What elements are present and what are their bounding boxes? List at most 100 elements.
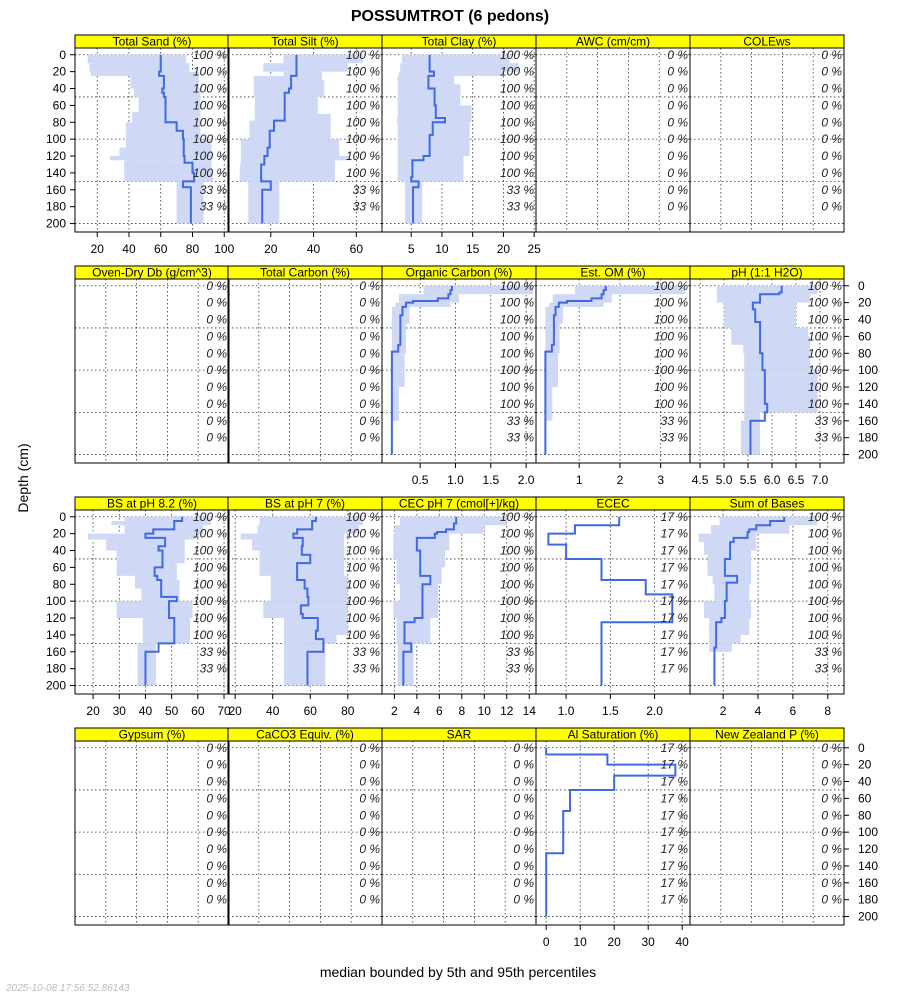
y-tick-label: 20 bbox=[53, 65, 67, 79]
coverage-label: 0 % bbox=[821, 166, 842, 180]
coverage-label: 0 % bbox=[359, 397, 380, 411]
coverage-label: 100 % bbox=[346, 594, 380, 608]
coverage-label: 17 % bbox=[661, 645, 689, 659]
coverage-label: 0 % bbox=[667, 98, 688, 112]
coverage-label: 0 % bbox=[667, 82, 688, 96]
coverage-label: 0 % bbox=[206, 775, 227, 789]
panel-cec-ph-7-cmol-kg-: CEC pH 7 (cmol[+]/kg)100 %100 %100 %100 … bbox=[381, 496, 537, 718]
panel-title: Total Carbon (%) bbox=[260, 266, 350, 280]
y-tick-label: 80 bbox=[858, 808, 872, 822]
percentile-band bbox=[395, 302, 451, 307]
panel-title: Total Silt (%) bbox=[271, 35, 338, 49]
coverage-label: 17 % bbox=[661, 859, 689, 873]
coverage-label: 0 % bbox=[206, 363, 227, 377]
x-tick-label: 7.0 bbox=[812, 473, 829, 487]
percentile-band bbox=[124, 162, 212, 173]
panel-title: SAR bbox=[447, 728, 472, 742]
coverage-label: 0 % bbox=[206, 380, 227, 394]
x-tick-label: 2.0 bbox=[646, 704, 663, 718]
coverage-label: 33 % bbox=[815, 662, 843, 676]
coverage-label: 100 % bbox=[346, 560, 380, 574]
coverage-label: 33 % bbox=[507, 183, 535, 197]
coverage-label: 0 % bbox=[513, 876, 534, 890]
percentile-band bbox=[283, 618, 348, 631]
percentile-band bbox=[259, 554, 345, 564]
coverage-label: 100 % bbox=[808, 296, 842, 310]
panel-ecec: ECEC 17 % 17 % 17 % 17 % 17 % 17 % 17 % 17 % 17 %… bbox=[535, 496, 691, 718]
percentile-band bbox=[397, 118, 472, 123]
x-tick-label: 80 bbox=[186, 242, 200, 256]
coverage-label: 33 % bbox=[507, 200, 535, 214]
coverage-label: 100 % bbox=[808, 279, 842, 293]
coverage-label: 33 % bbox=[815, 431, 843, 445]
x-tick-label: 2 bbox=[720, 704, 727, 718]
x-tick-label: 5.0 bbox=[716, 473, 733, 487]
median-line bbox=[713, 516, 786, 686]
coverage-label: 100 % bbox=[193, 527, 227, 541]
panel-bs-at-ph-8-2-: BS at pH 8.2 (%)100 %100 %100 %100 %100 … bbox=[74, 496, 231, 718]
y-tick-label: 200 bbox=[46, 217, 66, 231]
x-tick-label: 12 bbox=[500, 704, 514, 718]
percentile-band bbox=[270, 588, 348, 597]
x-tick-label: 1.0 bbox=[447, 473, 464, 487]
x-tick-label: 3 bbox=[657, 473, 664, 487]
coverage-label: 100 % bbox=[808, 628, 842, 642]
x-tick-label: 5 bbox=[408, 242, 415, 256]
coverage-label: 33 % bbox=[353, 645, 381, 659]
coverage-label: 100 % bbox=[193, 628, 227, 642]
coverage-label: 17 % bbox=[661, 758, 689, 772]
y-tick-label: 0 bbox=[858, 279, 865, 293]
coverage-label: 100 % bbox=[193, 115, 227, 129]
coverage-label: 33 % bbox=[507, 431, 535, 445]
coverage-label: 100 % bbox=[654, 346, 688, 360]
x-tick-label: 20 bbox=[91, 242, 105, 256]
percentile-band bbox=[575, 289, 686, 295]
coverage-label: 100 % bbox=[808, 313, 842, 327]
coverage-label: 0 % bbox=[206, 791, 227, 805]
percentile-band bbox=[111, 520, 211, 526]
panel-frame bbox=[689, 509, 845, 695]
coverage-label: 0 % bbox=[206, 825, 227, 839]
coverage-label: 100 % bbox=[193, 611, 227, 625]
coverage-label: 100 % bbox=[654, 329, 688, 343]
panel-title: BS at pH 8.2 (%) bbox=[107, 497, 197, 511]
coverage-label: 100 % bbox=[500, 560, 534, 574]
coverage-label: 100 % bbox=[500, 628, 534, 642]
percentile-band bbox=[283, 71, 323, 76]
percentile-band bbox=[176, 181, 204, 188]
coverage-label: 100 % bbox=[808, 363, 842, 377]
percentile-band bbox=[398, 294, 459, 299]
coverage-label: 100 % bbox=[808, 397, 842, 411]
coverage-label: 0 % bbox=[206, 741, 227, 755]
y-tick-label: 0 bbox=[858, 741, 865, 755]
y-tick-label: 120 bbox=[46, 149, 66, 163]
x-tick-label: 60 bbox=[154, 242, 168, 256]
percentile-band bbox=[709, 643, 732, 648]
percentile-band bbox=[398, 298, 459, 301]
percentile-band bbox=[263, 63, 348, 72]
percentile-band bbox=[724, 302, 797, 310]
y-tick-label: 0 bbox=[59, 48, 66, 62]
y-tick-label: 140 bbox=[858, 397, 878, 411]
y-tick-label: 40 bbox=[53, 82, 67, 96]
percentile-band bbox=[89, 63, 190, 72]
x-tick-label: 100 bbox=[214, 242, 234, 256]
percentile-band bbox=[134, 575, 177, 581]
x-tick-label: 0 bbox=[543, 935, 550, 949]
percentile-band bbox=[709, 634, 741, 644]
y-tick-label: 60 bbox=[858, 329, 872, 343]
coverage-label: 0 % bbox=[206, 313, 227, 327]
panel-title: ECEC bbox=[596, 497, 630, 511]
percentile-band bbox=[239, 164, 335, 182]
coverage-label: 100 % bbox=[808, 577, 842, 591]
x-tick-label: 1 bbox=[576, 473, 583, 487]
y-tick-label: 100 bbox=[46, 594, 66, 608]
x-tick-label: 80 bbox=[341, 704, 355, 718]
panel-bs-at-ph-7-: BS at pH 7 (%)100 %100 %100 %100 %100 %1… bbox=[227, 496, 383, 718]
coverage-label: 0 % bbox=[821, 741, 842, 755]
percentile-band bbox=[710, 525, 790, 530]
coverage-label: 0 % bbox=[359, 842, 380, 856]
coverage-label: 0 % bbox=[821, 82, 842, 96]
y-tick-label: 160 bbox=[46, 183, 66, 197]
